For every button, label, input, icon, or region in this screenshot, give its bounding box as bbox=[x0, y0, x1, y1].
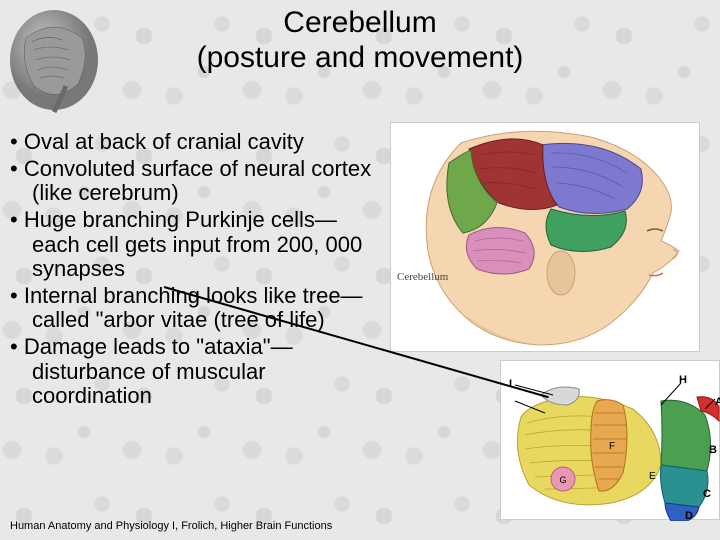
content-area: Oval at back of cranial cavity Convolute… bbox=[10, 130, 710, 411]
figures-area: Cerebellum bbox=[380, 130, 710, 411]
head-engraving-thumbnail bbox=[6, 8, 102, 116]
svg-text:B: B bbox=[709, 444, 717, 456]
svg-text:I: I bbox=[509, 378, 512, 390]
svg-text:F: F bbox=[609, 441, 615, 452]
bullet-list: Oval at back of cranial cavity Convolute… bbox=[10, 130, 380, 411]
svg-text:H: H bbox=[679, 374, 687, 386]
title-line-1: Cerebellum bbox=[283, 6, 436, 39]
svg-text:A: A bbox=[715, 396, 720, 408]
cerebellum-label: Cerebellum bbox=[397, 271, 448, 283]
svg-text:D: D bbox=[685, 510, 693, 521]
svg-text:G: G bbox=[559, 475, 566, 485]
cerebellum-detail-figure: G A B C D E bbox=[500, 360, 720, 520]
head-profile-figure: Cerebellum bbox=[390, 122, 700, 352]
list-item: Internal branching looks like tree—calle… bbox=[10, 284, 380, 333]
list-item: Huge branching Purkinje cells—each cell … bbox=[10, 208, 380, 282]
list-item: Oval at back of cranial cavity bbox=[10, 130, 380, 155]
slide-title: Cerebellum (posture and movement) bbox=[0, 0, 720, 75]
list-item: Damage leads to "ataxia"—disturbance of … bbox=[10, 335, 380, 409]
svg-text:E: E bbox=[649, 471, 656, 482]
svg-text:C: C bbox=[703, 488, 711, 500]
title-line-2: (posture and movement) bbox=[197, 41, 524, 74]
list-item: Convoluted surface of neural cortex (lik… bbox=[10, 157, 380, 206]
footer-citation: Human Anatomy and Physiology I, Frolich,… bbox=[10, 520, 332, 532]
